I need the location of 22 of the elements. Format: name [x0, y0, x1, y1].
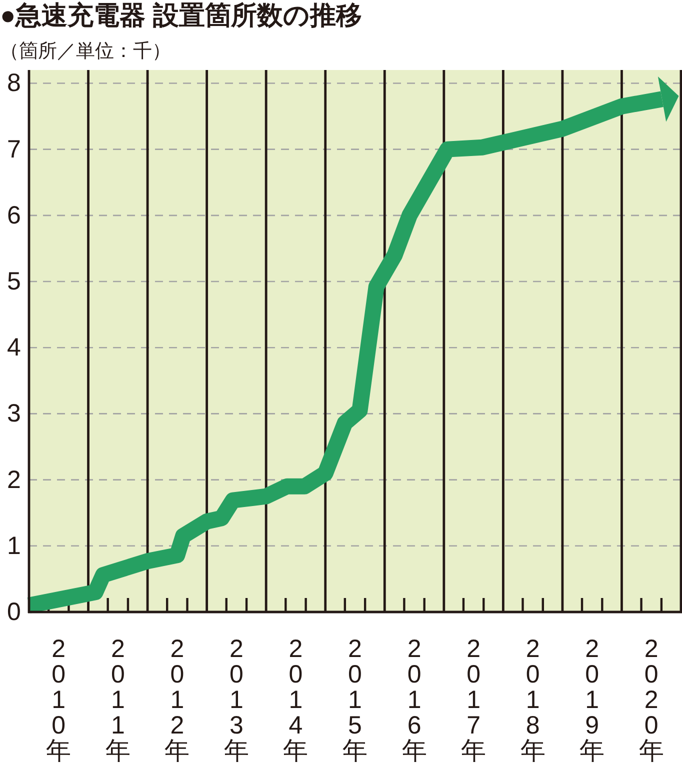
y-tick-label: 0: [7, 598, 21, 626]
x-tick-label: 2017年: [461, 635, 486, 765]
y-tick-label: 4: [7, 334, 22, 362]
x-tick-label: 2016年: [402, 635, 427, 765]
chart-subtitle: （箇所／単位：千）: [0, 41, 171, 62]
y-tick-label: 3: [7, 400, 21, 428]
x-tick-label: 2013年: [224, 635, 249, 765]
x-tick-label: 2018年: [520, 635, 546, 765]
chart-title: ●急速充電器 設置箇所数の推移: [0, 0, 362, 30]
x-tick-label: 2014年: [283, 635, 308, 765]
x-tick-label: 2011年: [105, 635, 130, 765]
y-tick-label: 1: [7, 532, 21, 560]
x-tick-label: 2010年: [46, 635, 72, 765]
y-tick-label: 2: [7, 466, 21, 494]
x-tick-label: 2012年: [164, 635, 190, 765]
y-tick-label: 7: [7, 135, 21, 164]
y-tick-label: 5: [7, 268, 21, 296]
x-tick-label: 2020年: [638, 635, 664, 765]
y-tick-label: 8: [7, 69, 21, 98]
x-tick-label: 2015年: [342, 635, 368, 765]
x-tick-label: 2019年: [580, 635, 605, 765]
y-tick-label: 6: [7, 201, 21, 230]
